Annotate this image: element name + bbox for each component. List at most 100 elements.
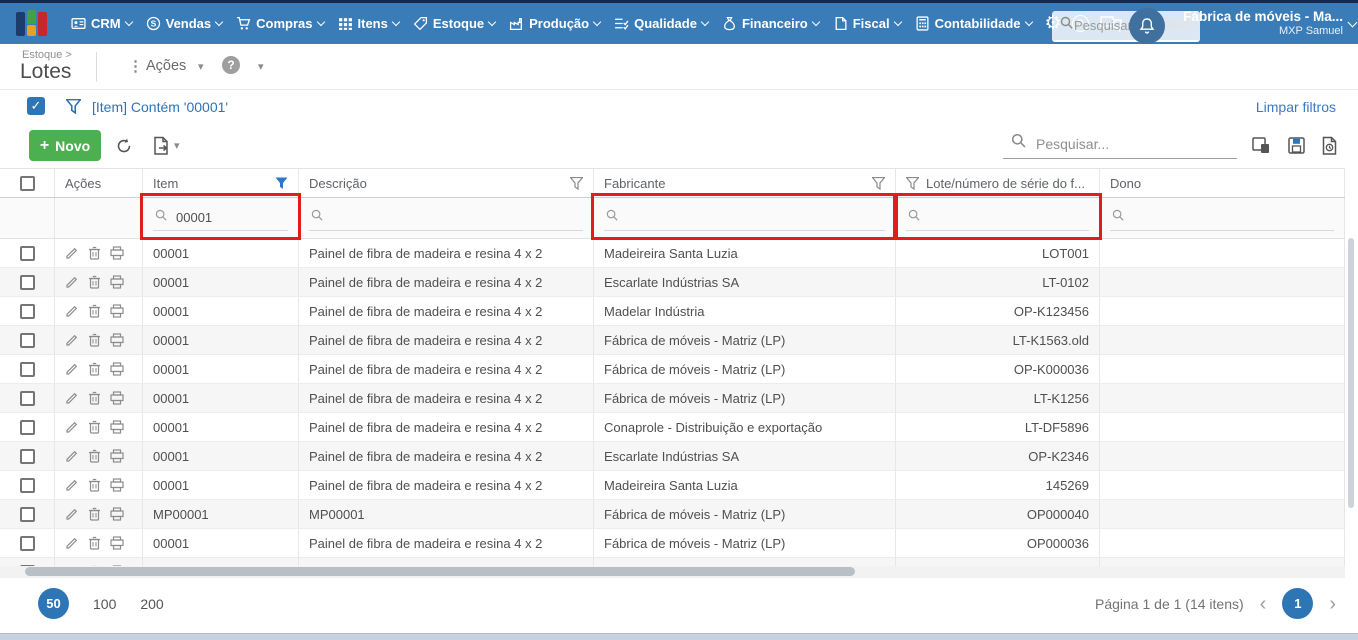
- edit-pencil-icon[interactable]: [65, 333, 79, 347]
- vertical-scrollbar[interactable]: [1348, 238, 1354, 508]
- menu-qualidade[interactable]: Qualidade: [607, 3, 715, 44]
- page-size-50[interactable]: 50: [38, 588, 69, 619]
- item-filter-funnel-icon[interactable]: [275, 177, 288, 190]
- menu-estoque[interactable]: Estoque: [406, 3, 502, 44]
- actions-dropdown[interactable]: Ações: [146, 58, 187, 74]
- print-icon[interactable]: [110, 362, 124, 376]
- print-icon[interactable]: [110, 420, 124, 434]
- prev-page-icon[interactable]: ‹: [1259, 592, 1267, 615]
- menu-contabilidade[interactable]: Contabilidade: [908, 3, 1039, 44]
- edit-pencil-icon[interactable]: [65, 478, 79, 492]
- delete-trash-icon[interactable]: [88, 536, 101, 550]
- header-fabricante[interactable]: Fabricante: [594, 169, 896, 197]
- delete-trash-icon[interactable]: [88, 246, 101, 260]
- applied-filter-text[interactable]: [Item] Contém '00001': [92, 99, 229, 115]
- row-checkbox[interactable]: [19, 245, 35, 261]
- row-checkbox[interactable]: [19, 535, 35, 551]
- menu-crm[interactable]: CRM: [64, 3, 139, 44]
- delete-trash-icon[interactable]: [88, 507, 101, 521]
- row-checkbox[interactable]: [19, 274, 35, 290]
- horizontal-scrollbar-track[interactable]: [0, 566, 1345, 578]
- column-chooser-icon[interactable]: [1251, 136, 1271, 160]
- mxp-logo[interactable]: [16, 9, 50, 38]
- menu-compras[interactable]: Compras: [229, 3, 330, 44]
- print-icon[interactable]: [110, 478, 124, 492]
- print-icon[interactable]: [110, 246, 124, 260]
- table-row[interactable]: 00001 Painel de fibra de madeira e resin…: [0, 268, 1345, 297]
- edit-pencil-icon[interactable]: [65, 507, 79, 521]
- row-checkbox[interactable]: [19, 303, 35, 319]
- table-row[interactable]: 00001 Painel de fibra de madeira e resin…: [0, 239, 1345, 268]
- print-icon[interactable]: [110, 449, 124, 463]
- row-checkbox[interactable]: [19, 448, 35, 464]
- next-page-icon[interactable]: ›: [1329, 592, 1336, 615]
- kebab-menu-icon[interactable]: ⋮: [128, 58, 143, 75]
- header-dono[interactable]: Dono: [1100, 169, 1345, 197]
- delete-trash-icon[interactable]: [88, 449, 101, 463]
- header-lote[interactable]: Lote/número de série do f...: [896, 169, 1100, 197]
- edit-pencil-icon[interactable]: [65, 275, 79, 289]
- select-all-checkbox[interactable]: [19, 175, 35, 191]
- filter-funnel-icon[interactable]: [64, 98, 83, 119]
- menu-fiscal[interactable]: Fiscal: [826, 3, 908, 44]
- current-page-button[interactable]: 1: [1282, 588, 1314, 619]
- table-row[interactable]: 00001 Painel de fibra de madeira e resin…: [0, 442, 1345, 471]
- help-caret-icon[interactable]: ▾: [258, 61, 264, 73]
- page-help-icon[interactable]: ?: [222, 56, 240, 74]
- delete-trash-icon[interactable]: [88, 478, 101, 492]
- horizontal-scrollbar-thumb[interactable]: [25, 567, 855, 576]
- export-caret-icon[interactable]: ▾: [174, 140, 180, 152]
- print-icon[interactable]: [110, 304, 124, 318]
- lote-filter-funnel-icon[interactable]: [906, 176, 919, 190]
- breadcrumb[interactable]: Estoque >: [22, 49, 72, 61]
- delete-trash-icon[interactable]: [88, 275, 101, 289]
- save-layout-icon[interactable]: [1287, 136, 1306, 160]
- table-row[interactable]: 00001 Painel de fibra de madeira e resin…: [0, 529, 1345, 558]
- row-checkbox[interactable]: [19, 332, 35, 348]
- edit-pencil-icon[interactable]: [65, 246, 79, 260]
- edit-pencil-icon[interactable]: [65, 449, 79, 463]
- actions-caret-icon[interactable]: ▾: [198, 61, 204, 73]
- menu-itens[interactable]: Itens: [331, 3, 406, 44]
- document-history-icon[interactable]: [1321, 136, 1338, 161]
- table-search-box[interactable]: [1003, 129, 1237, 159]
- refresh-icon[interactable]: [114, 136, 134, 161]
- dono-filter-input[interactable]: [1133, 210, 1332, 225]
- fabricante-filter-input[interactable]: [627, 210, 883, 225]
- page-size-200[interactable]: 200: [140, 595, 164, 612]
- print-icon[interactable]: [110, 536, 124, 550]
- print-icon[interactable]: [110, 391, 124, 405]
- new-button[interactable]: + Novo: [29, 130, 101, 161]
- edit-pencil-icon[interactable]: [65, 420, 79, 434]
- delete-trash-icon[interactable]: [88, 362, 101, 376]
- descricao-filter-funnel-icon[interactable]: [570, 176, 583, 190]
- filter-active-checkbox[interactable]: ✓: [27, 97, 45, 115]
- delete-trash-icon[interactable]: [88, 333, 101, 347]
- edit-pencil-icon[interactable]: [65, 362, 79, 376]
- delete-trash-icon[interactable]: [88, 420, 101, 434]
- menu-vendas[interactable]: S Vendas: [139, 3, 230, 44]
- notifications-bell-icon[interactable]: [1129, 8, 1165, 44]
- descricao-filter-input[interactable]: [332, 210, 581, 225]
- delete-trash-icon[interactable]: [88, 304, 101, 318]
- page-size-100[interactable]: 100: [93, 595, 117, 612]
- table-search-input[interactable]: [1036, 135, 1229, 152]
- print-icon[interactable]: [110, 333, 124, 347]
- print-icon[interactable]: [110, 275, 124, 289]
- header-item[interactable]: Item: [143, 169, 299, 197]
- table-row[interactable]: 00001 Painel de fibra de madeira e resin…: [0, 326, 1345, 355]
- edit-pencil-icon[interactable]: [65, 391, 79, 405]
- edit-pencil-icon[interactable]: [65, 304, 79, 318]
- table-row[interactable]: 00001 Painel de fibra de madeira e resin…: [0, 471, 1345, 500]
- table-row[interactable]: 00001 Painel de fibra de madeira e resin…: [0, 384, 1345, 413]
- menu-financeiro[interactable]: Financeiro: [715, 3, 826, 44]
- table-row[interactable]: 00001 Painel de fibra de madeira e resin…: [0, 355, 1345, 384]
- row-checkbox[interactable]: [19, 419, 35, 435]
- table-row[interactable]: 00001 Painel de fibra de madeira e resin…: [0, 297, 1345, 326]
- edit-pencil-icon[interactable]: [65, 536, 79, 550]
- lote-filter-input[interactable]: [929, 210, 1087, 225]
- row-checkbox[interactable]: [19, 390, 35, 406]
- header-descricao[interactable]: Descrição: [299, 169, 594, 197]
- export-document-icon[interactable]: [152, 136, 170, 161]
- menu-producao[interactable]: Produção: [502, 3, 607, 44]
